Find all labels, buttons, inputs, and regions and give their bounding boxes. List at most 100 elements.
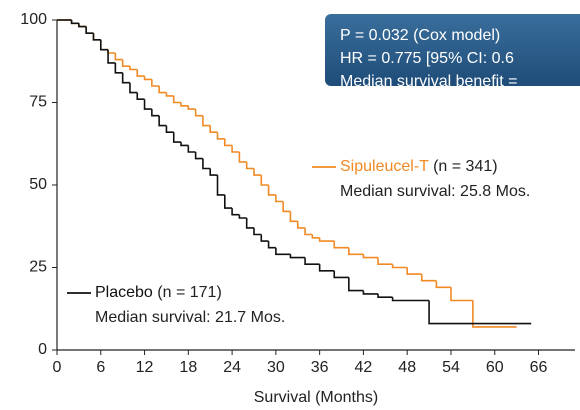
legend-median: Median survival: 21.7 Mos. [95,309,285,326]
survival-step [99,39,109,51]
survival-step [121,59,130,67]
survival-step [391,297,430,302]
x-tick-label: 18 [179,359,197,376]
survival-step [187,145,196,153]
survival-step [92,33,101,41]
x-tick-label: 30 [267,359,285,376]
survival-step [187,105,196,110]
survival-step [267,185,276,196]
y-tick-label: 0 [38,341,47,358]
y-tick-label: 50 [29,176,47,193]
survival-step [245,218,254,229]
x-tick-label: 48 [398,359,416,376]
survival-step [296,221,306,229]
annotation-line: HR = 0.775 [95% CI: 0.6 [340,50,514,67]
survival-step [151,79,160,87]
survival-step [136,92,145,100]
survival-step [209,125,218,133]
survival-step [231,208,240,216]
survival-step [143,99,152,110]
survival-step [114,53,123,61]
x-tick-label: 6 [96,359,105,376]
x-tick-label: 42 [355,359,373,376]
survival-step [216,175,225,196]
survival-step [151,109,160,117]
x-tick-label: 60 [486,359,504,376]
survival-step [202,115,211,127]
x-tick-label: 36 [311,359,329,376]
legend-entry: Placebo (n = 171) [95,284,222,301]
survival-step [165,125,174,133]
survival-step [121,72,130,84]
annotation-line: Median survival benefit = [340,73,517,90]
survival-step [304,227,313,236]
survival-step [275,194,284,203]
survival-step [282,201,291,213]
survival-step [224,194,233,209]
y-tick-label: 25 [29,259,47,276]
survival-step [136,69,145,77]
legend-entry: Sipuleucel-T (n = 341) [340,158,498,175]
x-axis-title: Survival (Months) [254,389,378,406]
survival-step [377,257,393,265]
survival-step [158,86,167,94]
x-tick-label: 12 [136,359,154,376]
y-tick-label: 100 [20,11,47,28]
survival-step [180,102,189,107]
survival-step [435,280,451,289]
survival-step [253,227,262,236]
survival-step [289,211,298,223]
annotation-line: P = 0.032 (Cox model) [340,27,500,44]
survival-step [311,234,320,239]
survival-step [238,152,247,163]
legend-name: Sipuleucel-T [340,158,429,175]
survival-step [260,175,269,186]
annotation-box [325,14,580,86]
x-tick-label: 54 [442,359,460,376]
survival-step [348,277,364,292]
x-tick-label: 24 [223,359,241,376]
survival-step [172,132,182,143]
survival-step [129,66,138,71]
survival-step [362,254,379,259]
survival-step [85,26,94,34]
survival-step [165,92,174,97]
survival-step [275,247,291,256]
survival-step [318,264,335,272]
survival-step [143,76,152,81]
survival-step [362,290,379,295]
x-tick-label: 0 [53,359,62,376]
y-tick-label: 75 [29,94,47,111]
survival-step [92,33,101,41]
survival-step [129,82,138,94]
legend-name: Placebo [95,284,153,301]
survival-step [333,241,349,249]
survival-step [348,247,364,256]
survival-step [202,158,211,170]
survival-step [428,300,532,325]
survival-step [391,264,408,269]
survival-step [267,241,276,249]
survival-step [107,49,116,64]
survival-step [85,26,94,34]
survival-step [209,168,218,176]
survival-step [231,145,240,153]
survival-step [172,95,182,104]
survival-step [70,20,79,25]
survival-step [194,109,203,117]
legend-median: Median survival: 25.8 Mos. [340,183,530,200]
survival-step [238,214,247,219]
survival-step [194,152,203,160]
survival-step [333,270,349,279]
survival-step [224,138,233,147]
x-tick-label: 66 [530,359,548,376]
survival-step [180,142,189,147]
survival-step [107,49,116,54]
survival-step [318,237,335,242]
legend-n: (n = 171) [157,284,221,301]
survival-step [245,161,254,170]
survival-step [406,267,422,275]
survival-step [99,39,109,51]
survival-step [78,23,87,28]
